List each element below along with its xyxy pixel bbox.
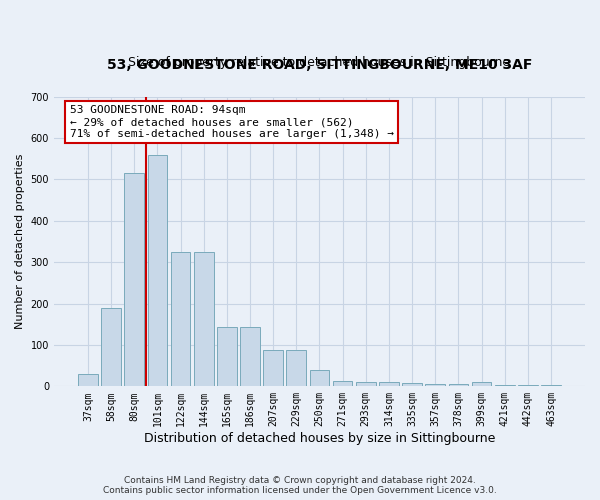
Bar	[541, 385, 561, 386]
Title: Size of property relative to detached houses in Sittingbourne: Size of property relative to detached ho…	[128, 56, 511, 69]
Bar	[124, 174, 144, 386]
Bar	[425, 384, 445, 386]
Bar	[495, 385, 515, 386]
Bar	[356, 382, 376, 386]
Bar	[194, 252, 214, 386]
Bar	[148, 154, 167, 386]
Bar	[310, 370, 329, 386]
Bar	[449, 384, 468, 386]
Bar	[101, 308, 121, 386]
Bar	[78, 374, 98, 386]
Bar	[286, 350, 306, 386]
Text: 53, GOODNESTONE ROAD, SITTINGBOURNE, ME10 3AF: 53, GOODNESTONE ROAD, SITTINGBOURNE, ME1…	[107, 58, 532, 72]
Text: Contains HM Land Registry data © Crown copyright and database right 2024.
Contai: Contains HM Land Registry data © Crown c…	[103, 476, 497, 495]
X-axis label: Distribution of detached houses by size in Sittingbourne: Distribution of detached houses by size …	[144, 432, 495, 445]
Bar	[333, 381, 352, 386]
Bar	[240, 327, 260, 386]
Bar	[217, 327, 236, 386]
Bar	[472, 382, 491, 386]
Y-axis label: Number of detached properties: Number of detached properties	[15, 154, 25, 329]
Bar	[379, 382, 399, 386]
Text: 53 GOODNESTONE ROAD: 94sqm
← 29% of detached houses are smaller (562)
71% of sem: 53 GOODNESTONE ROAD: 94sqm ← 29% of deta…	[70, 106, 394, 138]
Bar	[170, 252, 190, 386]
Bar	[518, 385, 538, 386]
Bar	[263, 350, 283, 386]
Bar	[402, 384, 422, 386]
